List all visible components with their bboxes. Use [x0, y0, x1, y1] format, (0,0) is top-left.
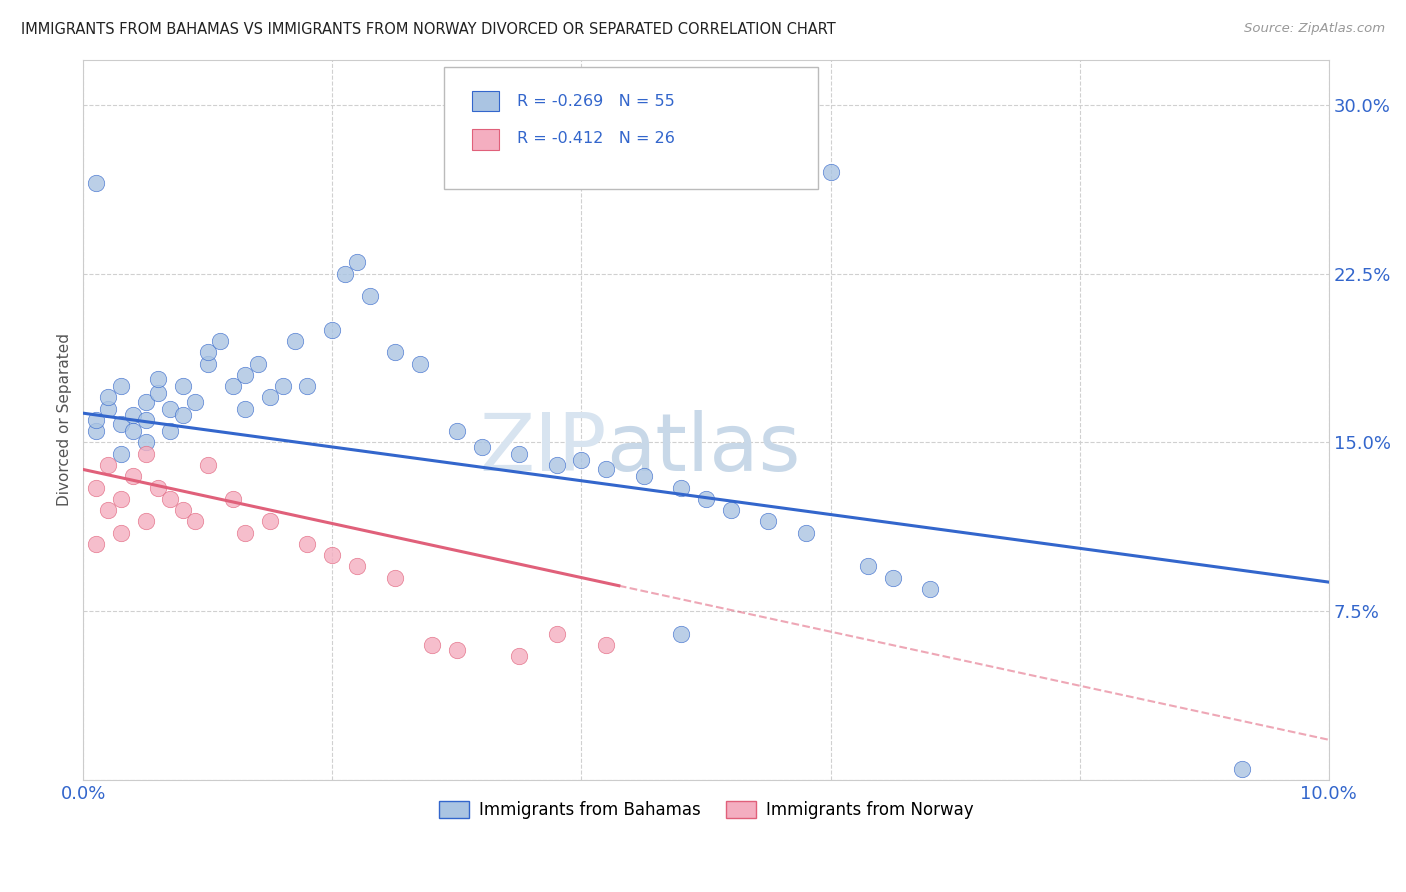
Text: ZIP: ZIP	[479, 409, 606, 488]
Text: R = -0.269   N = 55: R = -0.269 N = 55	[517, 94, 675, 109]
Point	[408, 357, 430, 371]
Text: IMMIGRANTS FROM BAHAMAS VS IMMIGRANTS FROM NORWAY DIVORCED OR SEPARATED CORRELAT: IMMIGRANTS FROM BAHAMAS VS IMMIGRANTS FR…	[21, 22, 835, 37]
Point	[546, 458, 568, 472]
Text: atlas: atlas	[606, 409, 801, 488]
Point	[420, 638, 443, 652]
Point	[172, 503, 194, 517]
Point	[259, 391, 281, 405]
Point	[159, 424, 181, 438]
FancyBboxPatch shape	[472, 91, 499, 112]
Point	[197, 357, 219, 371]
Point	[794, 525, 817, 540]
Point	[508, 447, 530, 461]
FancyBboxPatch shape	[472, 129, 499, 150]
Point	[669, 627, 692, 641]
Point	[471, 440, 494, 454]
Point	[84, 537, 107, 551]
Point	[110, 491, 132, 506]
Point	[333, 267, 356, 281]
Point	[346, 559, 368, 574]
Point	[633, 469, 655, 483]
Point	[321, 548, 343, 562]
Point	[159, 401, 181, 416]
Point	[122, 409, 145, 423]
Point	[97, 503, 120, 517]
Point	[271, 379, 294, 393]
Legend: Immigrants from Bahamas, Immigrants from Norway: Immigrants from Bahamas, Immigrants from…	[432, 795, 980, 826]
Point	[135, 413, 157, 427]
Point	[135, 435, 157, 450]
Point	[820, 165, 842, 179]
Point	[246, 357, 269, 371]
Point	[97, 401, 120, 416]
Point	[546, 627, 568, 641]
Point	[110, 525, 132, 540]
Point	[669, 481, 692, 495]
Point	[695, 491, 717, 506]
Point	[146, 481, 169, 495]
Point	[146, 385, 169, 400]
Point	[297, 537, 319, 551]
Point	[1230, 762, 1253, 776]
Point	[346, 255, 368, 269]
Point	[508, 649, 530, 664]
Point	[259, 514, 281, 528]
Point	[595, 462, 617, 476]
Point	[233, 368, 256, 382]
Point	[284, 334, 307, 348]
Point	[172, 409, 194, 423]
Point	[184, 395, 207, 409]
Point	[856, 559, 879, 574]
Y-axis label: Divorced or Separated: Divorced or Separated	[58, 334, 72, 507]
Point	[84, 424, 107, 438]
Point	[110, 379, 132, 393]
Point	[720, 503, 742, 517]
Point	[197, 345, 219, 359]
Point	[184, 514, 207, 528]
Point	[233, 525, 256, 540]
Point	[110, 447, 132, 461]
Point	[359, 289, 381, 303]
Point	[595, 638, 617, 652]
Point	[920, 582, 942, 596]
Point	[571, 453, 593, 467]
Point	[135, 395, 157, 409]
Point	[297, 379, 319, 393]
Point	[146, 372, 169, 386]
Point	[159, 491, 181, 506]
Point	[197, 458, 219, 472]
Point	[321, 323, 343, 337]
Point	[84, 413, 107, 427]
Text: R = -0.412   N = 26: R = -0.412 N = 26	[517, 131, 675, 146]
Point	[135, 514, 157, 528]
Point	[384, 571, 406, 585]
FancyBboxPatch shape	[444, 67, 818, 189]
Point	[222, 379, 245, 393]
Point	[110, 417, 132, 432]
Point	[97, 458, 120, 472]
Point	[135, 447, 157, 461]
Point	[172, 379, 194, 393]
Point	[882, 571, 904, 585]
Point	[756, 514, 779, 528]
Point	[384, 345, 406, 359]
Point	[122, 424, 145, 438]
Point	[222, 491, 245, 506]
Point	[446, 642, 468, 657]
Point	[209, 334, 232, 348]
Point	[97, 391, 120, 405]
Point	[122, 469, 145, 483]
Point	[446, 424, 468, 438]
Point	[233, 401, 256, 416]
Text: Source: ZipAtlas.com: Source: ZipAtlas.com	[1244, 22, 1385, 36]
Point	[84, 177, 107, 191]
Point	[84, 481, 107, 495]
